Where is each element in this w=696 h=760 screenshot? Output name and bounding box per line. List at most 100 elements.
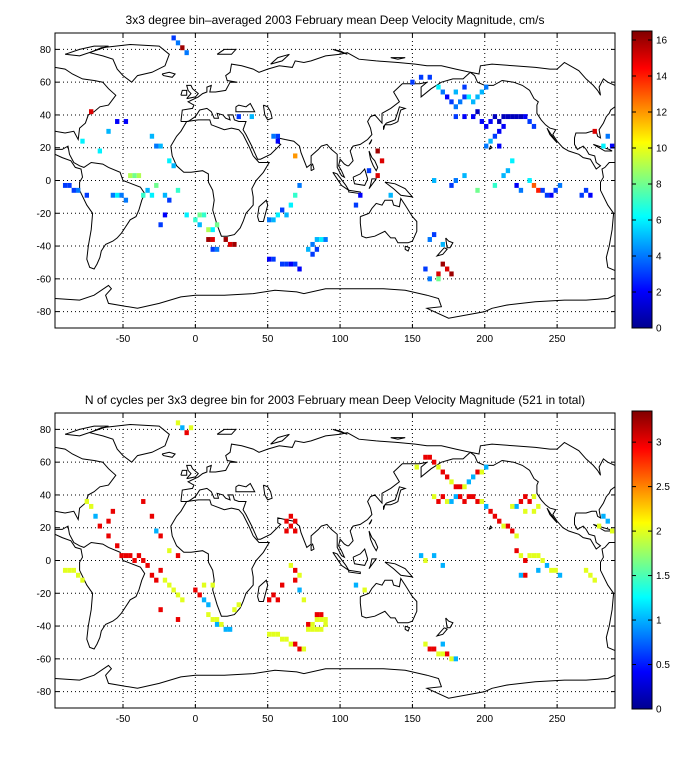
bin-cell bbox=[449, 271, 454, 277]
colorbar-tick-label: 4 bbox=[656, 252, 662, 263]
bin-cell bbox=[588, 572, 593, 578]
bin-cell bbox=[479, 89, 485, 95]
bin-cell bbox=[136, 173, 142, 179]
bin-cell bbox=[436, 84, 441, 90]
bin-cell bbox=[210, 582, 215, 588]
bin-cell bbox=[375, 148, 380, 154]
bin-cell bbox=[431, 553, 437, 559]
bin-cell bbox=[319, 617, 324, 622]
coastline-segment bbox=[170, 119, 271, 237]
bin-cell bbox=[462, 84, 467, 90]
bin-cell bbox=[141, 499, 146, 504]
bin-cell bbox=[549, 192, 554, 198]
bin-cell bbox=[557, 572, 563, 578]
colorbar-tick-label: 8 bbox=[656, 180, 662, 191]
bin-cell bbox=[175, 553, 181, 559]
bin-cell bbox=[453, 656, 458, 662]
bin-cell bbox=[510, 158, 515, 164]
colorbar-tick-label: 1 bbox=[656, 616, 662, 627]
bin-cell bbox=[154, 577, 159, 583]
bin-cell bbox=[358, 192, 363, 198]
bin-cell bbox=[366, 168, 372, 174]
bin-cell bbox=[475, 499, 480, 504]
bin-cell bbox=[427, 646, 432, 652]
bin-cell bbox=[436, 271, 441, 277]
bin-cell bbox=[449, 479, 454, 485]
coastline-segment bbox=[180, 469, 188, 476]
bin-cell bbox=[505, 114, 511, 120]
coastline-segment bbox=[359, 577, 418, 624]
bin-cell bbox=[466, 494, 472, 500]
bin-cell bbox=[280, 207, 285, 213]
bin-cell bbox=[227, 626, 233, 632]
coastline-segment bbox=[257, 199, 269, 222]
bin-cell bbox=[536, 187, 541, 193]
bin-cell bbox=[388, 192, 393, 198]
bin-cell bbox=[141, 558, 146, 563]
coastline-segment bbox=[170, 499, 271, 617]
bin-cell bbox=[210, 237, 215, 242]
x-tick-label: 0 bbox=[193, 714, 199, 725]
bin-cell bbox=[80, 577, 85, 583]
bin-cell bbox=[80, 138, 85, 144]
bin-cell bbox=[271, 256, 276, 262]
bin-cell bbox=[280, 261, 285, 267]
coastline-segment bbox=[332, 48, 348, 55]
bin-cell bbox=[171, 163, 176, 169]
bin-cell bbox=[471, 114, 476, 120]
bin-cell bbox=[418, 553, 424, 559]
bin-cell bbox=[514, 548, 519, 554]
bin-cell bbox=[479, 499, 485, 504]
coastline-segment bbox=[352, 547, 369, 566]
bin-cell bbox=[266, 631, 272, 637]
bin-cell bbox=[197, 592, 202, 598]
coastline-segment bbox=[390, 437, 406, 440]
bin-cell bbox=[284, 518, 289, 524]
bin-cell bbox=[592, 128, 597, 134]
bin-cell bbox=[471, 99, 476, 105]
y-tick-label: -60 bbox=[37, 274, 52, 285]
bin-cell bbox=[201, 212, 207, 218]
coastline-segment bbox=[310, 543, 315, 552]
bin-cell bbox=[427, 237, 432, 242]
bin-cell bbox=[184, 50, 189, 56]
bin-cell bbox=[288, 641, 294, 647]
bin-cell bbox=[523, 572, 528, 578]
bin-cell bbox=[492, 133, 498, 139]
bin-cell bbox=[197, 222, 202, 228]
bin-cell bbox=[158, 607, 163, 613]
bin-cell bbox=[206, 602, 211, 608]
bin-cell bbox=[453, 178, 458, 183]
bin-cell bbox=[540, 558, 545, 563]
bin-cell bbox=[536, 567, 541, 573]
bin-cell bbox=[453, 89, 458, 95]
bin-cell bbox=[175, 617, 181, 622]
bin-cell bbox=[601, 143, 606, 149]
bin-cell bbox=[488, 119, 493, 124]
bin-cell bbox=[275, 597, 281, 603]
bin-cell bbox=[275, 138, 281, 144]
bin-cell bbox=[462, 114, 467, 120]
bin-cell bbox=[440, 641, 445, 647]
x-tick-label: 50 bbox=[262, 714, 274, 725]
x-tick-label: 250 bbox=[549, 714, 566, 725]
coastline-segment bbox=[332, 171, 350, 191]
bin-cell bbox=[488, 508, 493, 514]
bin-cell bbox=[210, 227, 215, 233]
bin-cell bbox=[293, 577, 298, 583]
y-tick-label: 0 bbox=[45, 556, 51, 567]
colorbar-tick-label: 10 bbox=[656, 144, 668, 155]
bin-cell bbox=[89, 503, 94, 509]
bin-cell bbox=[180, 425, 185, 431]
coastline-segment bbox=[180, 89, 188, 96]
bin-cell bbox=[544, 562, 550, 568]
bin-cell bbox=[427, 276, 432, 282]
coastline-segment bbox=[216, 428, 238, 435]
bin-cell bbox=[314, 612, 320, 618]
bin-cell bbox=[531, 508, 537, 514]
coastline-segment bbox=[55, 525, 146, 650]
coastline-segment bbox=[310, 163, 315, 172]
coastline-segment bbox=[368, 139, 373, 145]
bin-cell bbox=[266, 597, 272, 603]
